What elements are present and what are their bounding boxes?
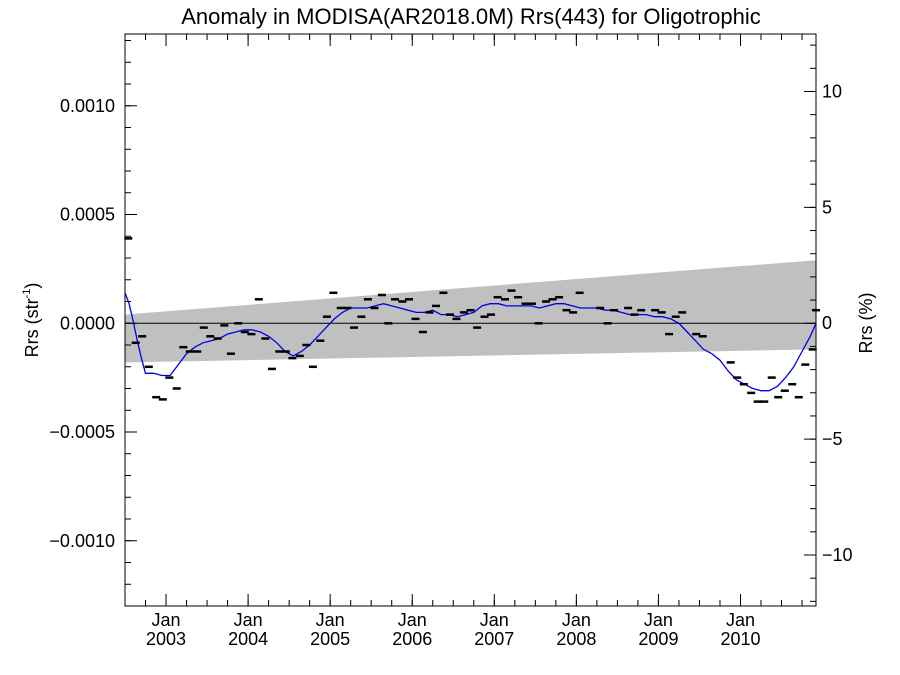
x-tick-month-label: Jan: [398, 610, 427, 630]
x-tick-month-label: Jan: [316, 610, 345, 630]
x-tick-year-label: 2009: [638, 629, 678, 649]
y-tick-label: 0.0005: [60, 205, 115, 225]
y-axis-left-label-close: ): [22, 283, 42, 289]
ticks-layer: [125, 34, 816, 607]
x-tick-year-label: 2003: [146, 629, 186, 649]
x-tick-month-label: Jan: [152, 610, 181, 630]
y2-tick-label: 0: [822, 313, 832, 333]
y2-tick-label: −10: [822, 545, 853, 565]
x-tick-year-label: 2006: [392, 629, 432, 649]
y-tick-label: 0.0010: [60, 96, 115, 116]
series-layer: [124, 292, 817, 392]
x-tick-year-label: 2004: [228, 629, 268, 649]
x-tick-month-label: Jan: [644, 610, 673, 630]
x-tick-year-label: 2010: [720, 629, 760, 649]
x-tick-month-label: Jan: [726, 610, 755, 630]
smoothed-anomaly-line: [124, 292, 817, 392]
x-tick-month-label: Jan: [480, 610, 509, 630]
y2-tick-label: 10: [822, 81, 842, 101]
y2-tick-label: −5: [822, 429, 843, 449]
y-tick-label: 0.0000: [60, 313, 115, 333]
y-axis-right-label: Rrs (%): [856, 293, 876, 354]
y-tick-label: −0.0010: [49, 531, 115, 551]
x-tick-year-label: 2005: [310, 629, 350, 649]
monthly-points-layer: [124, 237, 820, 403]
x-tick-month-label: Jan: [234, 610, 263, 630]
x-tick-year-label: 2007: [474, 629, 514, 649]
chart-title: Anomaly in MODISA(AR2018.0M) Rrs(443) fo…: [181, 4, 761, 29]
y2-tick-label: 5: [822, 197, 832, 217]
y-tick-label: −0.0005: [49, 422, 115, 442]
y-axis-left-label-text: Rrs (str: [22, 298, 42, 357]
x-tick-year-label: 2008: [556, 629, 596, 649]
y-axis-left-label: Rrs (str-1): [21, 283, 42, 358]
plot-frame: [124, 33, 817, 607]
x-tick-month-label: Jan: [562, 610, 591, 630]
tick-labels-layer: 0.0010 0.0005 0.0000 −0.0005 −0.0010 10 5 0 −5 −1…: [49, 81, 852, 649]
y-axis-left-label-sup: -1: [21, 289, 33, 299]
